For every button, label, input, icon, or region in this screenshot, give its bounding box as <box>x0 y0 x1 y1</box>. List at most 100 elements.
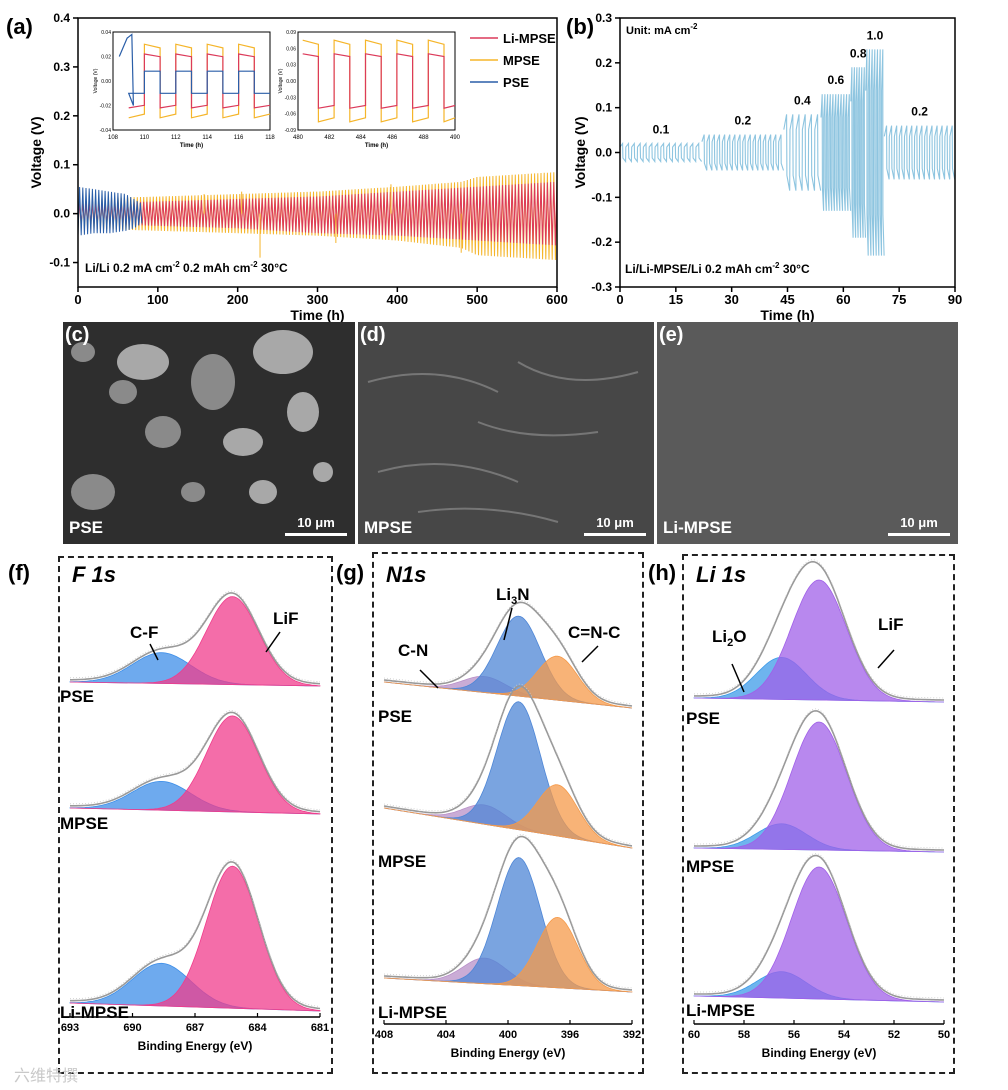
rate-step-5 <box>865 49 885 256</box>
inset-x-label: Time (h) <box>180 143 203 149</box>
rate-label-4: 0.8 <box>850 46 867 60</box>
inset-x-tick-label: 490 <box>450 135 461 141</box>
rate-label-1: 0.2 <box>734 114 751 128</box>
x-tick-label: 90 <box>948 292 962 307</box>
arrow-cn <box>419 669 439 689</box>
envelope-fit <box>383 685 633 847</box>
scale-bar-pse: 10 μm <box>285 515 347 536</box>
peak-cnc <box>383 655 633 709</box>
y-tick-label: 0.3 <box>53 60 70 74</box>
sem-particle <box>253 330 313 374</box>
xps-title-f: F 1s <box>72 562 117 587</box>
x-tick-label: 100 <box>147 292 169 307</box>
inset-y-tick-label: -0.04 <box>100 128 112 134</box>
x-axis-label: Binding Energy (eV) <box>138 1039 253 1053</box>
rate-label-5: 1.0 <box>867 28 884 42</box>
x-axis-label: Binding Energy (eV) <box>762 1046 877 1060</box>
sem-ridge <box>377 463 519 483</box>
envelope-fit <box>70 592 321 685</box>
rate-step-4 <box>850 67 867 238</box>
rate-label-0: 0.1 <box>653 123 670 137</box>
inset-x-tick-label: 482 <box>324 135 335 141</box>
sem-particle <box>71 342 95 362</box>
envelope-fit <box>383 601 633 707</box>
inset-y-tick-label: 0.02 <box>101 55 111 61</box>
sem-caption-mpse: MPSE <box>364 518 413 537</box>
chart-b: 0.1 0.2 0.4 0.6 0.81.0 0.2 -0.3 -0.2 -0.1 0.0 0.1 0… <box>572 11 962 323</box>
spectrum-pse <box>69 590 321 687</box>
x-tick-label: 75 <box>892 292 906 307</box>
sample-label-li-mpse: Li-MPSE <box>60 1003 129 1022</box>
spectrum-mpse <box>383 683 633 849</box>
sample-label-li-mpse: Li-MPSE <box>378 1003 447 1022</box>
peak-lif <box>693 579 945 703</box>
raw-data <box>70 859 321 1007</box>
spectrum-pse <box>383 599 633 709</box>
peak-lif <box>69 715 321 815</box>
peak-lif <box>693 866 945 1003</box>
inset-y-tick-label: 0.00 <box>101 79 111 85</box>
y-tick-label: 0.1 <box>595 101 612 115</box>
inset-x-tick-label: 480 <box>293 135 304 141</box>
xps-title-h: Li 1s <box>696 562 747 587</box>
legend-label: PSE <box>503 75 529 90</box>
inset-wave-pse <box>118 33 270 106</box>
sem-particle <box>191 354 235 410</box>
inset-y-tick-label: -0.03 <box>285 95 297 101</box>
rate-step-0 <box>619 141 703 164</box>
series-li-mpse <box>77 181 558 246</box>
rate-label-3: 0.6 <box>828 73 845 87</box>
inset-y-label: Voltage (V) <box>278 68 284 93</box>
sample-label-mpse: MPSE <box>686 857 734 876</box>
sample-label-li-mpse: Li-MPSE <box>686 1001 755 1020</box>
legend-label: Li-MPSE <box>503 31 556 46</box>
peak-lif <box>69 865 321 1012</box>
x-tick-label: 0 <box>616 292 623 307</box>
sem-ridge <box>517 361 639 381</box>
arrow-cnc <box>581 645 599 663</box>
raw-data <box>693 708 944 849</box>
x-axis-label: Time (h) <box>290 307 344 323</box>
inset-x-tick-label: 108 <box>108 135 119 141</box>
inset-x-label: Time (h) <box>365 143 388 149</box>
sem-particle <box>109 380 137 404</box>
raw-data <box>693 853 945 999</box>
sem-texture-pse <box>63 322 355 544</box>
inset-x-tick-label: 114 <box>202 135 212 141</box>
scale-label-li-mpse: 10 μm <box>900 515 938 530</box>
xps-box-g <box>372 552 644 1074</box>
x-tick-label: 30 <box>724 292 738 307</box>
spectrum-mpse <box>693 708 945 853</box>
x-tick-label: 300 <box>307 292 329 307</box>
inset-y-tick-label: 0.04 <box>101 30 111 36</box>
envelope-fit <box>383 835 633 991</box>
x-tick-label: 54 <box>838 1029 851 1041</box>
y-tick-label: -0.1 <box>49 256 70 270</box>
inset-y-tick-label: -0.02 <box>100 104 112 110</box>
x-tick-label: 500 <box>466 292 488 307</box>
y-tick-label: 0.0 <box>53 207 70 221</box>
sem-particle <box>313 462 333 482</box>
x-tick-label: 600 <box>546 292 568 307</box>
peak-label-cnc: C=N-C <box>568 623 620 642</box>
envelope-fit <box>694 560 944 701</box>
x-tick-label: 392 <box>623 1029 641 1041</box>
panel-label-g: (g) <box>336 560 365 585</box>
panel-label-c: (c) <box>65 324 90 346</box>
x-tick-label: 693 <box>61 1022 79 1034</box>
x-axis-label: Time (h) <box>760 307 814 323</box>
x-axis-label: Binding Energy (eV) <box>451 1046 566 1060</box>
panel-label-h: (h) <box>648 560 677 585</box>
x-tick-label: 0 <box>74 292 81 307</box>
inset-x-tick-label: 118 <box>265 135 275 141</box>
rate-label-6: 0.2 <box>911 105 928 119</box>
peak-lif <box>69 596 321 687</box>
x-tick-label: 45 <box>780 292 794 307</box>
spectrum-pse <box>693 559 945 703</box>
inset-y-tick-label: 0.00 <box>286 79 296 85</box>
x-tick-label: 687 <box>186 1022 204 1034</box>
subscript-3: 3 <box>511 595 517 607</box>
y-tick-label: -0.2 <box>591 235 612 249</box>
y-tick-label: 0.0 <box>595 146 612 160</box>
x-tick-label: 52 <box>888 1029 900 1041</box>
